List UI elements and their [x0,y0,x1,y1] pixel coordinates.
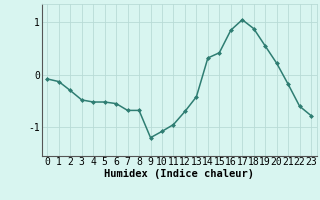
X-axis label: Humidex (Indice chaleur): Humidex (Indice chaleur) [104,169,254,179]
